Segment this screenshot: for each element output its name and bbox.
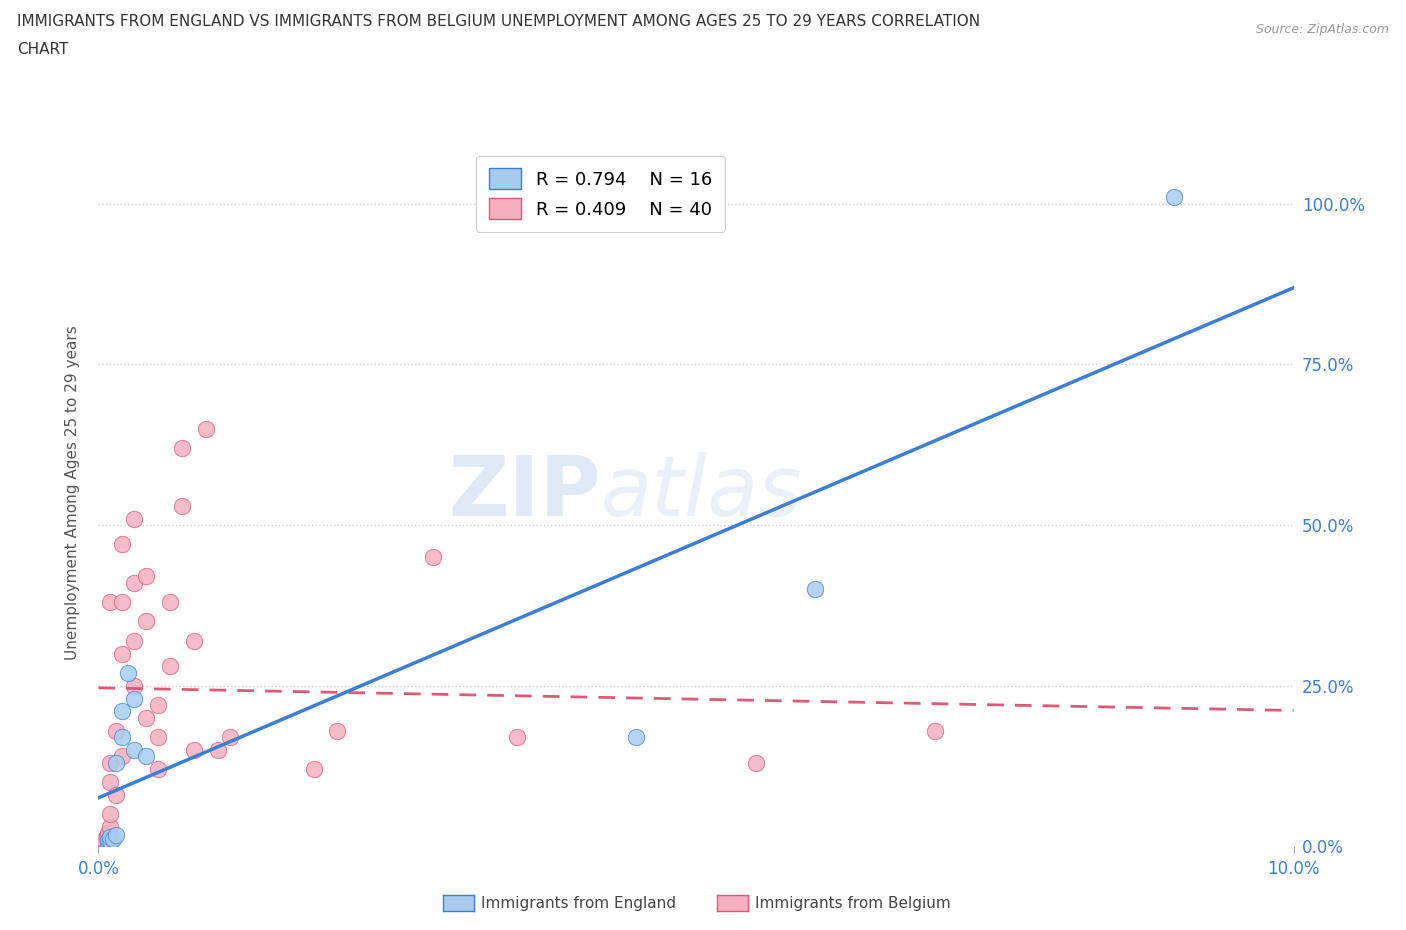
Point bbox=[148, 698, 170, 712]
Point bbox=[124, 691, 146, 706]
Point bbox=[183, 742, 205, 757]
Point bbox=[111, 730, 134, 745]
Point bbox=[159, 594, 181, 609]
Text: IMMIGRANTS FROM ENGLAND VS IMMIGRANTS FROM BELGIUM UNEMPLOYMENT AMONG AGES 25 TO: IMMIGRANTS FROM ENGLAND VS IMMIGRANTS FR… bbox=[17, 14, 980, 29]
Point bbox=[135, 614, 157, 629]
Point bbox=[100, 830, 122, 844]
Point bbox=[100, 775, 122, 790]
Point bbox=[111, 749, 134, 764]
Point bbox=[124, 633, 146, 648]
Text: Immigrants from Belgium: Immigrants from Belgium bbox=[755, 896, 950, 910]
Point bbox=[219, 730, 242, 745]
Point bbox=[101, 831, 124, 846]
Point bbox=[117, 665, 139, 680]
Point bbox=[326, 724, 349, 738]
Point bbox=[100, 755, 122, 770]
Point bbox=[97, 832, 120, 847]
Point bbox=[111, 646, 134, 661]
Point bbox=[626, 730, 648, 745]
Point bbox=[111, 537, 134, 551]
Point bbox=[124, 742, 146, 757]
Point bbox=[506, 730, 529, 745]
Text: Immigrants from England: Immigrants from England bbox=[481, 896, 676, 910]
Point bbox=[148, 762, 170, 777]
Legend: R = 0.794    N = 16, R = 0.409    N = 40: R = 0.794 N = 16, R = 0.409 N = 40 bbox=[477, 155, 724, 232]
Point bbox=[135, 749, 157, 764]
Point bbox=[97, 826, 120, 841]
Point bbox=[93, 836, 115, 851]
Point bbox=[105, 724, 128, 738]
Point bbox=[93, 832, 115, 847]
Point bbox=[195, 421, 218, 436]
Point bbox=[105, 788, 128, 803]
Point bbox=[97, 836, 120, 851]
Point bbox=[148, 730, 170, 745]
Point bbox=[100, 594, 122, 609]
Point bbox=[135, 569, 157, 584]
Point bbox=[804, 582, 827, 597]
Point bbox=[745, 755, 768, 770]
Point bbox=[183, 633, 205, 648]
Point bbox=[96, 830, 118, 844]
Point bbox=[100, 833, 122, 848]
Point bbox=[1163, 190, 1185, 205]
Point bbox=[159, 659, 181, 674]
Point bbox=[111, 704, 134, 719]
Point bbox=[100, 806, 122, 821]
Point bbox=[124, 678, 146, 693]
Point bbox=[302, 762, 325, 777]
Point bbox=[105, 755, 128, 770]
Point bbox=[422, 550, 444, 565]
Point bbox=[105, 828, 128, 843]
Text: CHART: CHART bbox=[17, 42, 69, 57]
Point bbox=[924, 724, 946, 738]
Point bbox=[172, 498, 194, 513]
Point bbox=[124, 512, 146, 526]
Point bbox=[207, 742, 229, 757]
Y-axis label: Unemployment Among Ages 25 to 29 years: Unemployment Among Ages 25 to 29 years bbox=[65, 326, 80, 660]
Point bbox=[111, 594, 134, 609]
Text: ZIP: ZIP bbox=[449, 452, 600, 534]
Point bbox=[135, 711, 157, 725]
Point bbox=[172, 441, 194, 456]
Point bbox=[124, 576, 146, 591]
Point bbox=[100, 819, 122, 834]
Text: Source: ZipAtlas.com: Source: ZipAtlas.com bbox=[1256, 23, 1389, 36]
Text: atlas: atlas bbox=[600, 452, 801, 534]
